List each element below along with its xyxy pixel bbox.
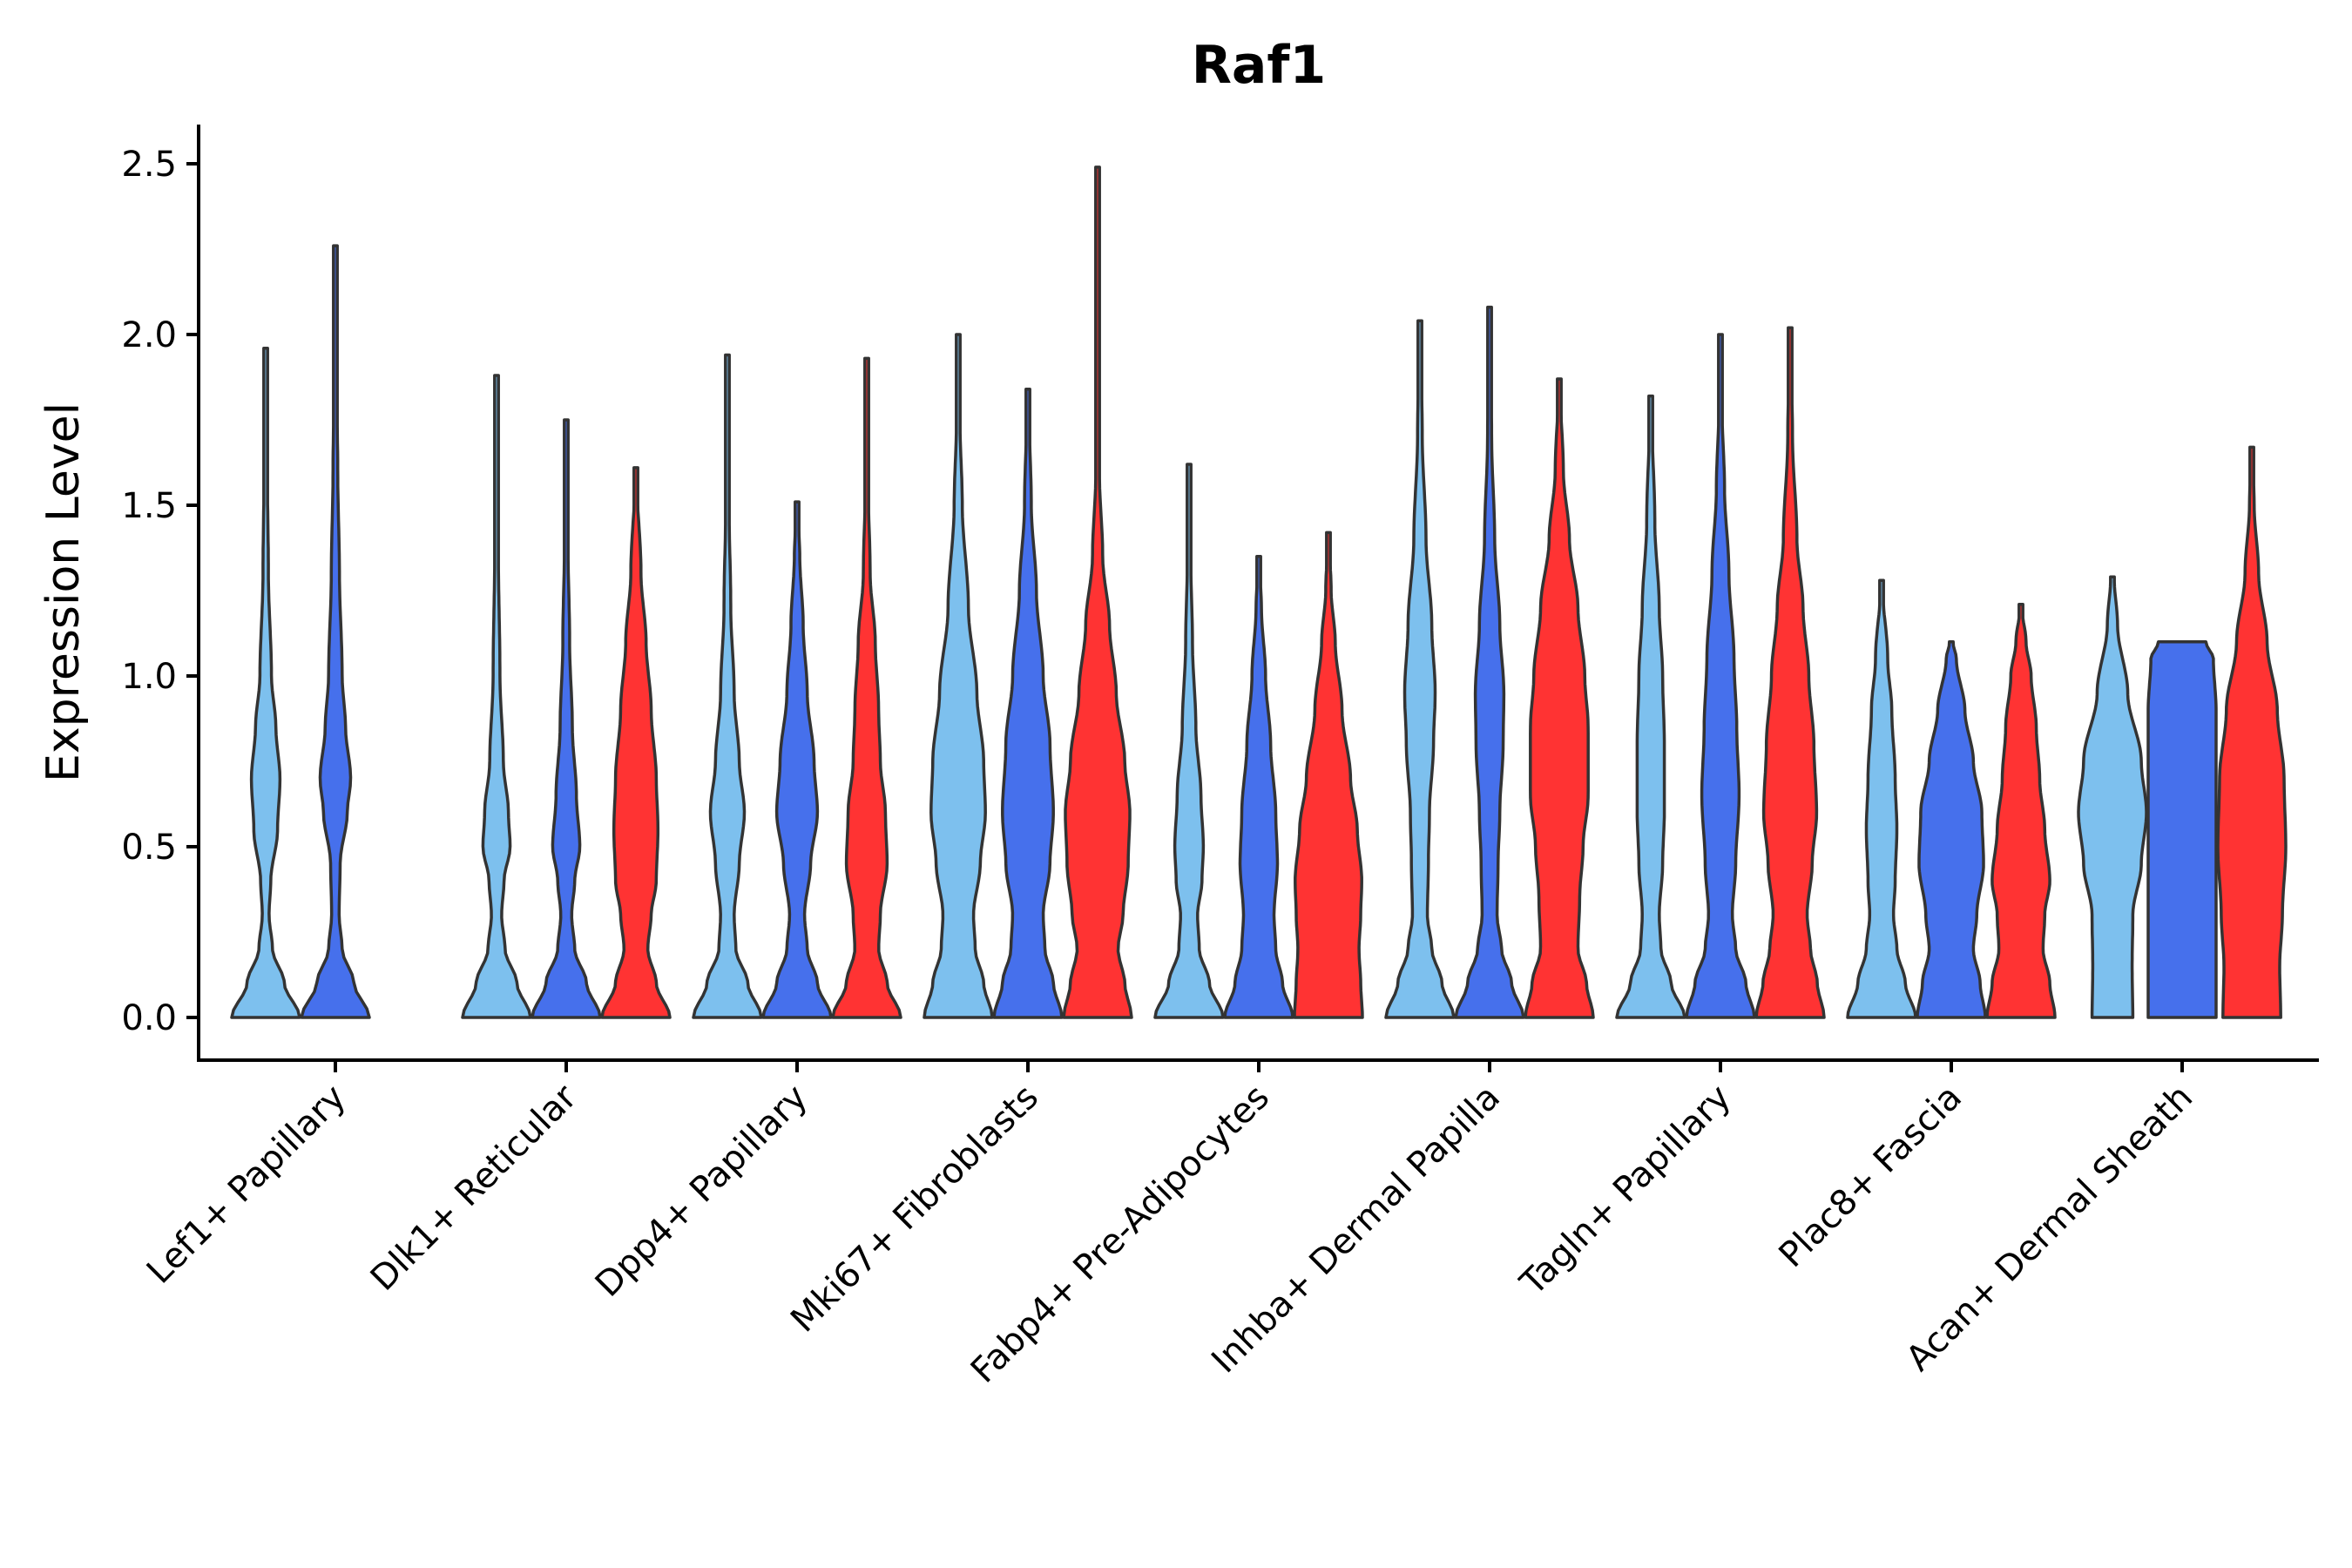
y-tick-label: 2.0: [121, 315, 177, 355]
violin-Dpp4-series-1: [761, 500, 833, 1019]
violin-Fabp4-series-2: [1293, 531, 1364, 1019]
chart-title: Raf1: [1192, 35, 1327, 96]
violin-Tagln-series-0: [1615, 394, 1686, 1019]
x-tick-label: Dpp4+ Papillary: [588, 1078, 815, 1305]
violin-Mki67-series-0: [923, 333, 994, 1019]
violin-Inhba-series-0: [1384, 319, 1456, 1019]
violin-Fabp4-series-0: [1153, 463, 1225, 1019]
x-tick-label: Mki67+ Fibroblasts: [783, 1078, 1046, 1341]
violin-Plac8-series-1: [1916, 640, 1987, 1019]
y-axis-title: Expression Level: [37, 402, 90, 782]
violin-Lef1-series-1: [300, 244, 371, 1019]
violin-Inhba-series-1: [1454, 305, 1525, 1019]
violin-Tagln-series-1: [1685, 333, 1756, 1019]
violin-Inhba-series-2: [1524, 377, 1595, 1019]
y-tick-label: 0.5: [121, 828, 177, 868]
x-ticks: Lef1+ Papillary Dlk1+ Reticular Dpp4+ Papi…: [139, 1060, 2200, 1391]
violin-Tagln-series-2: [1754, 326, 1826, 1019]
violin-Dpp4-series-2: [831, 356, 902, 1019]
violin-Plac8-series-0: [1846, 578, 1917, 1019]
violin-Dpp4-series-0: [692, 353, 763, 1019]
y-tick-label: 0.0: [121, 998, 177, 1038]
violin-Mki67-series-1: [992, 387, 1064, 1019]
violin-Dlk1-series-0: [461, 374, 532, 1019]
violin-Dlk1-series-2: [600, 466, 672, 1019]
violin-Lef1-series-0: [230, 346, 301, 1019]
x-tick-label: Plac8+ Fascia: [1772, 1078, 1970, 1276]
violin-Dlk1-series-1: [531, 418, 602, 1019]
x-tick-label: Dlk1+ Reticular: [363, 1077, 585, 1299]
violin-Acan-series-1: [2146, 640, 2218, 1019]
violin-Mki67-series-2: [1062, 166, 1133, 1019]
violin-Fabp4-series-1: [1223, 555, 1294, 1019]
y-tick-label: 2.5: [121, 145, 177, 185]
violin-Acan-series-2: [2216, 445, 2288, 1019]
y-tick-label: 1.5: [121, 486, 177, 526]
violin-Plac8-series-2: [1985, 602, 2057, 1019]
y-tick-label: 1.0: [121, 657, 177, 697]
y-ticks: 0.0 0.5 1.0 1.5 2.0 2.5: [121, 145, 199, 1038]
x-tick-label: Tagln+ Papillary: [1512, 1078, 1739, 1304]
violin-Acan-series-0: [2077, 575, 2148, 1019]
violins: [230, 166, 2288, 1019]
x-tick-label: Lef1+ Papillary: [139, 1078, 354, 1292]
